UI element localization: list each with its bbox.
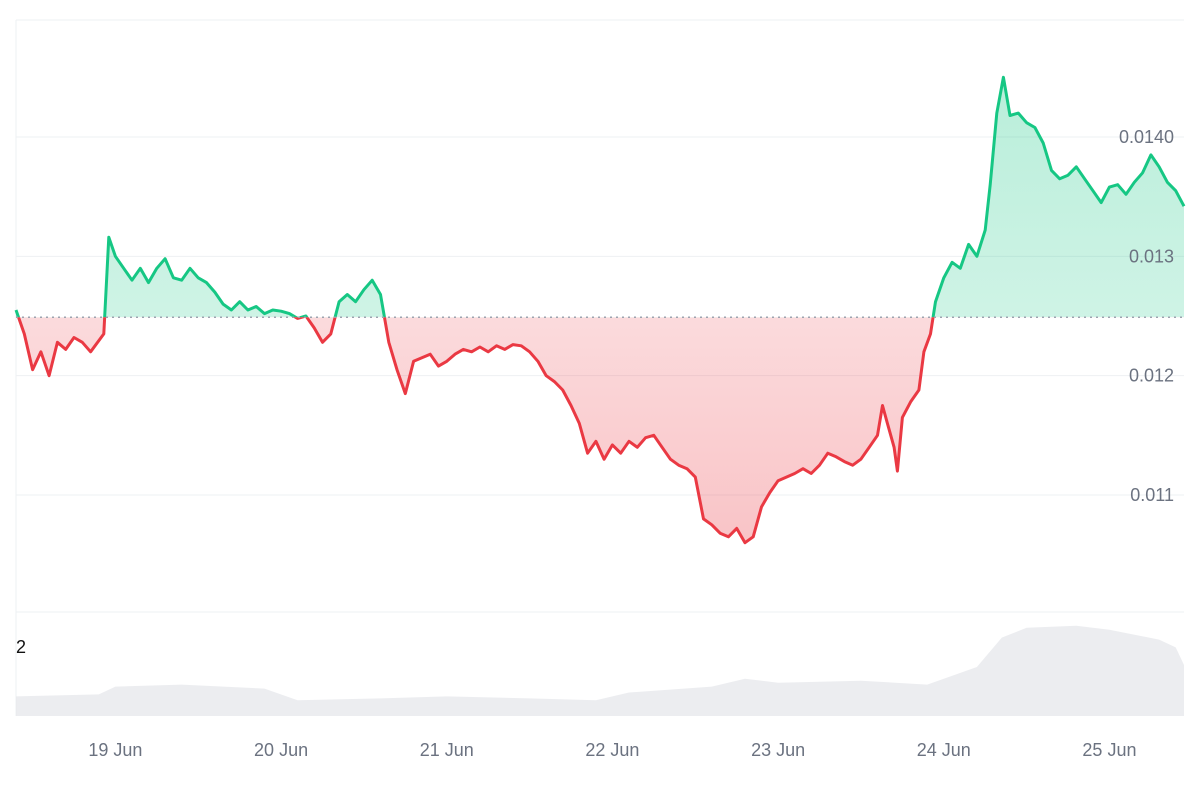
x-tick-label: 21 Jun — [420, 740, 474, 760]
x-tick-label: 20 Jun — [254, 740, 308, 760]
x-tick-label: 19 Jun — [88, 740, 142, 760]
price-line-up — [14, 75, 1186, 318]
price-area-down — [16, 317, 1184, 543]
x-tick-label: 23 Jun — [751, 740, 805, 760]
y-tick-label: 0.013 — [1129, 246, 1174, 266]
x-axis-ticks: 19 Jun 20 Jun 21 Jun 22 Jun 23 Jun 24 Jun 25 J… — [88, 740, 1136, 760]
price-line-down — [16, 317, 935, 545]
y-tick-label: 0.012 — [1129, 366, 1174, 386]
y-axis-ticks: 0.0140 0.013 0.012 0.011 — [1119, 127, 1174, 505]
price-area-fill — [16, 77, 1184, 543]
volume-series — [16, 625, 1184, 716]
price-area-up — [16, 77, 1184, 318]
grid-lines — [15, 19, 1184, 716]
volume-area — [16, 625, 1184, 716]
price-line — [14, 75, 1186, 545]
y-tick-label: 0.0140 — [1119, 127, 1174, 147]
x-tick-label: 22 Jun — [585, 740, 639, 760]
x-tick-label: 25 Jun — [1082, 740, 1136, 760]
volume-scale-label: 2 — [16, 637, 26, 657]
y-tick-label: 0.011 — [1130, 485, 1174, 505]
x-tick-label: 24 Jun — [917, 740, 971, 760]
